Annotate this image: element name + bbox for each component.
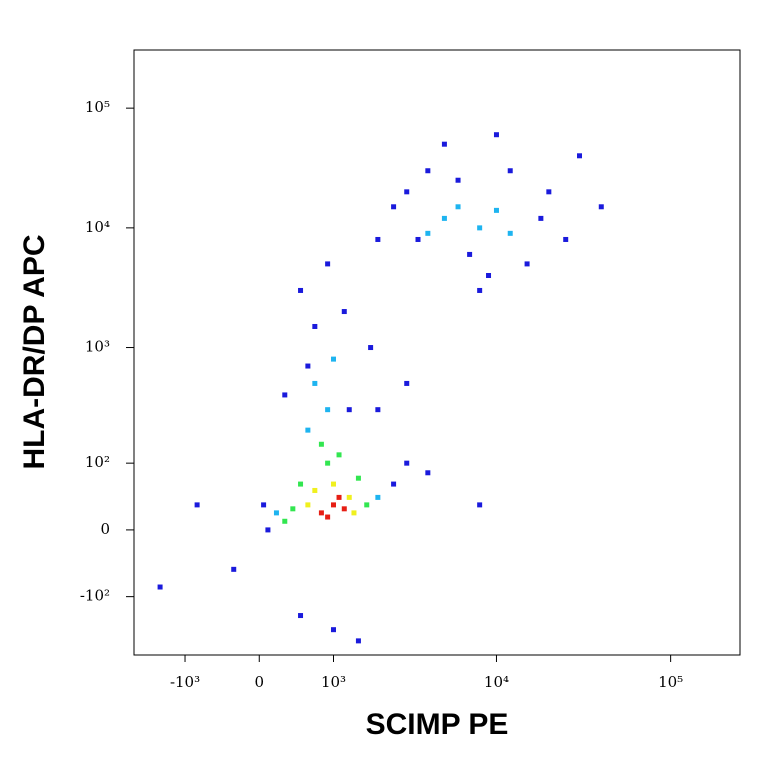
point [312,380,318,386]
point [524,261,530,267]
point [325,261,331,267]
point [477,287,483,293]
point [391,204,397,210]
point [477,502,483,508]
point [404,380,410,386]
y-tick-label: -10² [80,587,110,605]
point [538,215,544,221]
point [346,494,352,500]
point [346,407,352,413]
point [493,132,499,138]
point [305,427,311,433]
point [298,287,304,293]
x-axis-label: SCIMP PE [366,708,509,741]
point [330,481,336,487]
point [368,345,374,351]
point [455,177,461,183]
point [325,460,331,466]
point [351,510,357,516]
point [563,236,569,242]
point [486,273,492,279]
point [157,584,163,590]
point [425,168,431,174]
point [265,527,271,533]
point [391,481,397,487]
x-tick-label: 10⁴ [484,673,509,691]
point [330,502,336,508]
y-tick-label: 10³ [85,338,110,356]
point [194,502,200,508]
point [231,566,237,572]
x-tick-label: 10³ [321,673,346,691]
point [455,204,461,210]
point [467,251,473,257]
point [325,407,331,413]
point [290,506,296,512]
point [375,407,381,413]
point [375,494,381,500]
point [375,236,381,242]
y-tick-label: 10² [85,453,110,471]
point [507,168,513,174]
point [318,510,324,516]
point [341,506,347,512]
point [273,510,279,516]
point [282,518,288,524]
point [298,481,304,487]
point [493,207,499,213]
point [425,230,431,236]
point [330,627,336,633]
point [312,323,318,329]
y-tick-label: 10⁵ [85,98,110,116]
point [355,638,361,644]
point [507,230,513,236]
point [477,225,483,231]
point [415,236,421,242]
point [261,502,267,508]
point [577,153,583,159]
x-tick-label: -10³ [170,673,200,691]
y-axis-label: HLA-DR/DP APC [18,234,51,469]
y-tick-label: 0 [100,520,110,538]
point [336,452,342,458]
point [441,215,447,221]
x-tick-label: 10⁵ [658,673,683,691]
point [298,613,304,619]
point [305,502,311,508]
x-tick-label: 0 [254,673,264,691]
point [312,487,318,493]
point [546,189,552,195]
point [598,204,604,210]
y-tick-label: 10⁴ [85,218,110,236]
point [364,502,370,508]
point [282,392,288,398]
point [330,356,336,362]
point [341,309,347,315]
point [425,470,431,476]
plot-frame [133,49,741,656]
point [441,141,447,147]
point [355,475,361,481]
point [325,514,331,520]
point [305,363,311,369]
point [318,441,324,447]
point [336,494,342,500]
point [404,189,410,195]
point [404,460,410,466]
